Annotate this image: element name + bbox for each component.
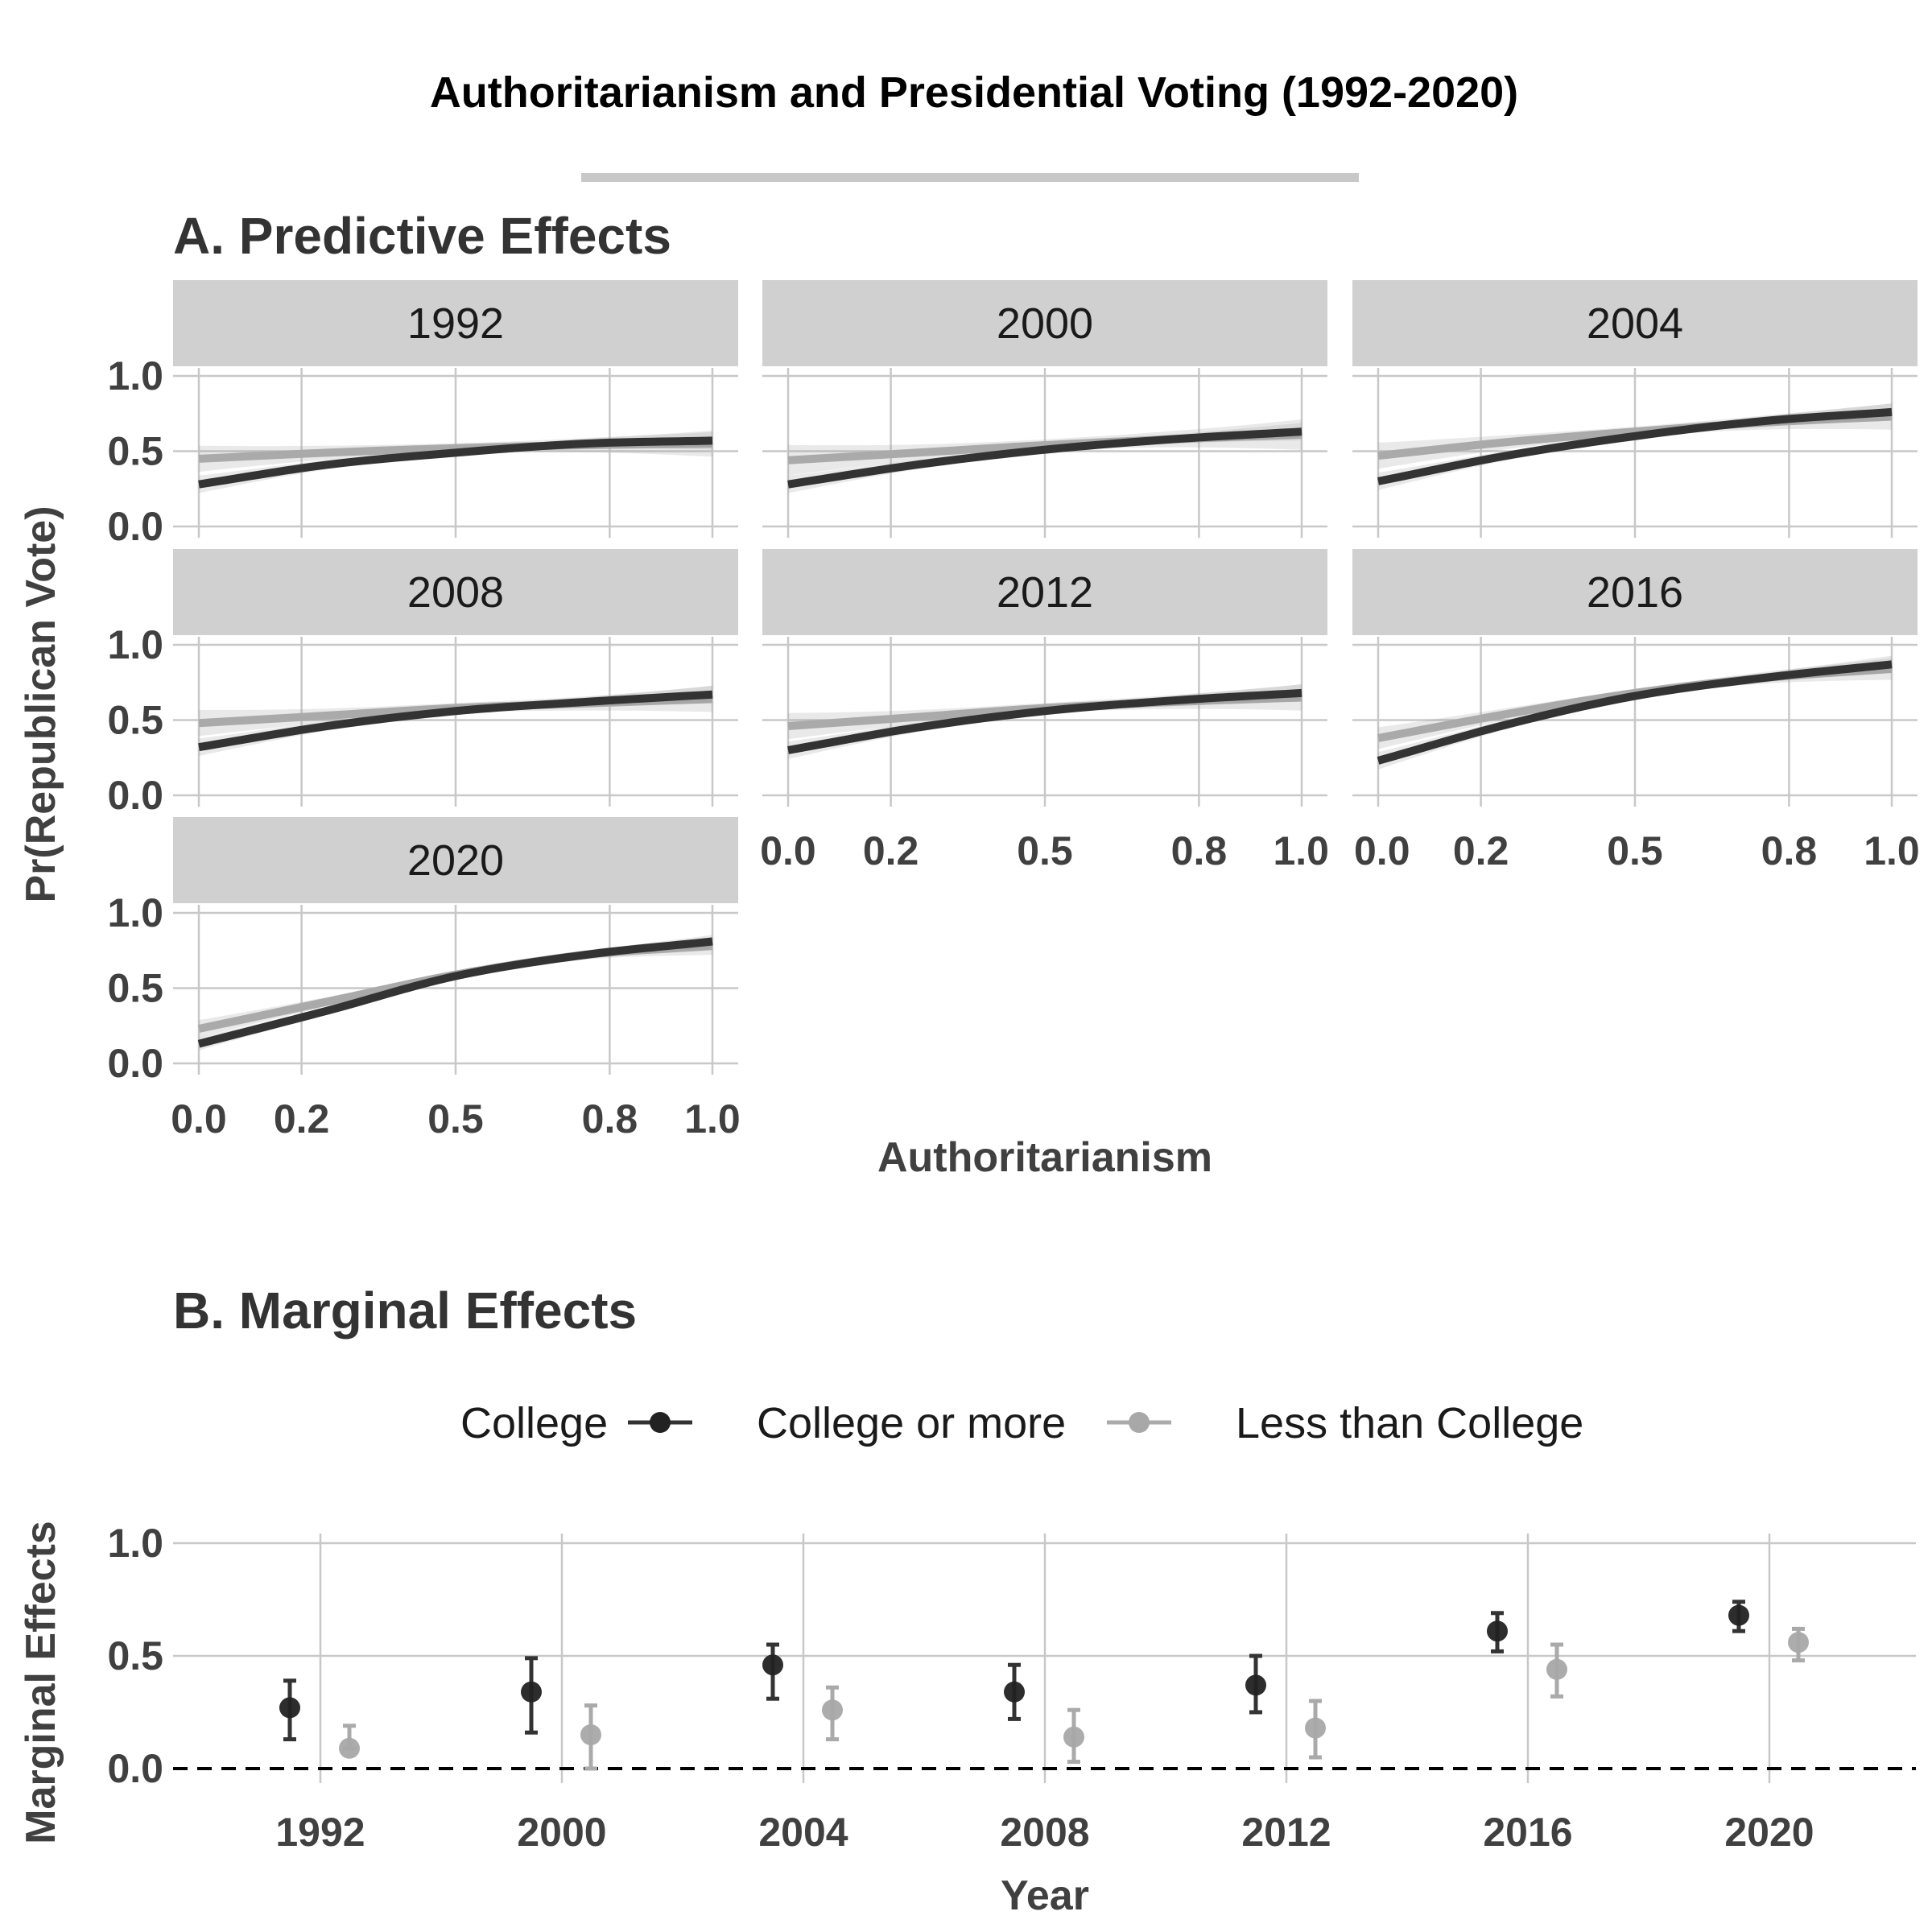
facet-2020-college-or-more-line: [197, 937, 713, 1048]
facet-2020-x-tick-label: 1.0: [684, 1096, 741, 1141]
facet-2020-strip-label: 2020: [407, 836, 504, 885]
facet-2016-x-tick-label: 0.8: [1761, 828, 1818, 873]
facet-2012: 2012 0.0 0.2 0.5 0.8 1.0: [760, 549, 1329, 873]
facet-2012-strip: [762, 549, 1327, 635]
facet-1992-strip-label: 1992: [407, 299, 504, 348]
facet-1992-y-tick-label: 0.0: [107, 504, 163, 549]
panel-b-college-or-more-point-2016: [1487, 1620, 1508, 1642]
facet-2020-y-tick-label: 1.0: [107, 890, 163, 935]
legend-key-college-or-more-point: [650, 1412, 671, 1433]
facet-2020-y-tick-label: 0.0: [107, 1041, 163, 1086]
figure-title: Authoritarianism and Presidential Voting…: [430, 68, 1518, 117]
panel-b-x-tick-label: 2020: [1724, 1810, 1814, 1855]
panel-b-x-tick-label: 2012: [1241, 1810, 1331, 1855]
panel-b-college-or-more-point-2012: [1245, 1674, 1266, 1696]
facet-2020-x-tick-label: 0.2: [274, 1096, 330, 1141]
facet-2020: 2020 0.0 0.5 1.0 0.0 0.2 0.5 0.8 1.0: [107, 817, 741, 1141]
panel-b-less-than-college-point-1992: [339, 1737, 360, 1759]
panel-b-y-label: Marginal Effects: [18, 1521, 64, 1844]
legend: College College or more Less than Colleg…: [460, 1399, 1583, 1447]
facet-2004: 2004: [1352, 280, 1918, 538]
facet-2020-y-tick-label: 0.5: [107, 966, 163, 1011]
facet-1992-y-tick-label: 1.0: [107, 353, 163, 398]
panel-b-x-tick-label: 2000: [517, 1810, 606, 1855]
facet-2008-college-or-more-line: [198, 690, 713, 752]
marginal-effects-panel: 0.0 0.5 1.0 1992 2000 2004 2008 2012 2016 2020: [107, 1521, 1916, 1855]
legend-label-less-college: Less than College: [1236, 1399, 1583, 1447]
legend-label-college: College or more: [757, 1399, 1066, 1447]
panel-a-heading: A. Predictive Effects: [173, 207, 671, 265]
panel-b-x-tick-label: 1992: [275, 1810, 365, 1855]
facet-2020-x-tick-label: 0.0: [171, 1096, 227, 1141]
facet-2008-y-tick-label: 0.0: [107, 773, 163, 818]
facet-2000-strip-label: 2000: [997, 299, 1093, 348]
facet-2012-x-tick-label: 1.0: [1273, 828, 1329, 873]
panel-a-y-label: Pr(Republican Vote): [18, 506, 64, 902]
facet-2000-college-or-more-line: [787, 427, 1302, 489]
panel-b-college-or-more-point-1992: [279, 1697, 300, 1719]
panel-b-heading: B. Marginal Effects: [173, 1282, 637, 1340]
facet-2020-x-tick-label: 0.5: [427, 1096, 484, 1141]
facet-2008-y-tick-label: 0.5: [107, 698, 163, 743]
facet-2008-y-tick-label: 1.0: [107, 622, 163, 667]
panel-b-less-than-college-point-2000: [580, 1724, 601, 1745]
panel-b-college-or-more-point-2020: [1728, 1604, 1749, 1626]
legend-title: College: [460, 1399, 608, 1447]
panel-b-x-tick-label: 2016: [1483, 1810, 1572, 1855]
facet-1992: 1992 0.0 0.5 1.0: [107, 280, 738, 549]
panel-b-x-label: Year: [1001, 1872, 1089, 1919]
panel-b-y-tick-label: 1.0: [107, 1521, 163, 1566]
facet-2012-x-tick-label: 0.8: [1171, 828, 1228, 873]
facet-2008-strip: [173, 549, 738, 635]
facet-2016-strip: [1352, 549, 1918, 635]
panel-b-less-than-college-point-2008: [1063, 1726, 1084, 1748]
predictive-effects-panel: 1992 0.0 0.5 1.0 2000 2004 2008 0.0 0.5 1.0 2012 0.…: [107, 280, 1920, 1141]
panel-b-y-tick-label: 0.0: [107, 1746, 163, 1791]
panel-b-college-or-more-point-2000: [521, 1681, 542, 1703]
facet-2004-strip-label: 2004: [1587, 299, 1683, 348]
facet-2016: 2016 0.0 0.2 0.5 0.8 1.0: [1352, 549, 1920, 873]
panel-b-college-or-more-point-2004: [762, 1654, 783, 1676]
facet-2012-college-or-more-line: [787, 688, 1302, 754]
facet-2016-college-or-more-line: [1377, 660, 1893, 765]
facet-2016-x-tick-label: 0.5: [1607, 828, 1663, 873]
facet-2012-x-tick-label: 0.2: [863, 828, 919, 873]
panel-b-x-tick-label: 2004: [758, 1810, 848, 1855]
title-underline: [581, 173, 1359, 182]
panel-b-x-tick-label: 2008: [1000, 1810, 1089, 1855]
facet-1992-y-tick-label: 0.5: [107, 429, 163, 474]
facet-2016-x-tick-label: 0.0: [1354, 828, 1410, 873]
facet-2012-x-tick-label: 0.0: [760, 828, 816, 873]
facet-2016-x-tick-label: 0.2: [1453, 828, 1509, 873]
panel-b-college-or-more-point-2008: [1004, 1681, 1025, 1703]
panel-b-less-than-college-point-2012: [1305, 1717, 1326, 1739]
facet-2004-strip: [1352, 280, 1918, 366]
facet-1992-strip: [173, 280, 738, 366]
facet-2004-college-or-more-line: [1377, 407, 1893, 485]
facet-2008: 2008 0.0 0.5 1.0: [107, 549, 738, 818]
facet-2020-strip: [173, 817, 738, 903]
panel-b-y-tick-label: 0.5: [107, 1633, 163, 1678]
facet-2016-strip-label: 2016: [1587, 568, 1683, 617]
facet-2008-strip-label: 2008: [407, 568, 504, 617]
facet-2012-x-tick-label: 0.5: [1017, 828, 1073, 873]
panel-b-less-than-college-point-2020: [1788, 1632, 1809, 1653]
facet-1992-college-or-more-line: [198, 436, 713, 489]
facet-2020-x-tick-label: 0.8: [582, 1096, 638, 1141]
panel-a-x-label: Authoritarianism: [877, 1134, 1212, 1181]
panel-b-less-than-college-point-2016: [1546, 1658, 1567, 1680]
facet-2000: 2000: [762, 280, 1327, 538]
panel-b-less-than-college-point-2004: [822, 1699, 843, 1721]
legend-key-less-than-college-point: [1129, 1412, 1150, 1433]
facet-2016-x-tick-label: 1.0: [1864, 828, 1920, 873]
facet-2000-strip: [762, 280, 1327, 366]
facet-2012-strip-label: 2012: [997, 568, 1093, 617]
